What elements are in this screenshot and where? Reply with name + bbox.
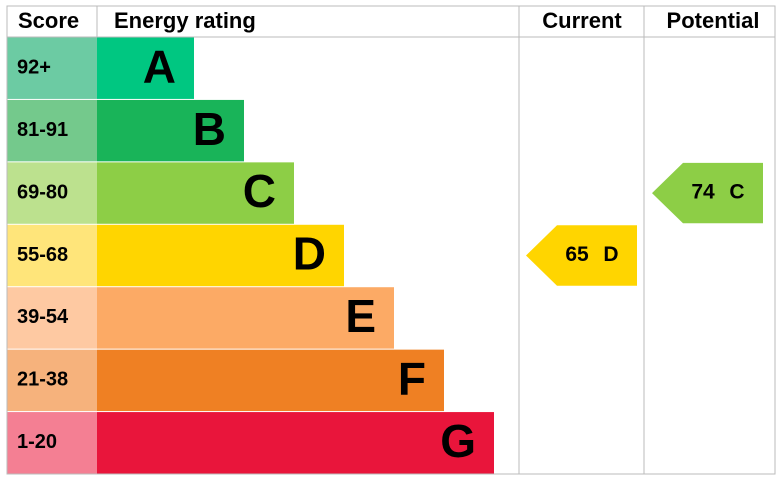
rating-bar [97, 99, 244, 162]
rating-letter: B [193, 103, 226, 155]
score-label: 39-54 [17, 306, 69, 328]
score-label: 55-68 [17, 244, 68, 266]
rating-bar [97, 412, 494, 474]
score-cell [7, 162, 97, 224]
current-value: 65 [565, 243, 589, 266]
score-cell [7, 287, 97, 349]
rating-letter: A [143, 40, 176, 92]
rating-bar [97, 224, 344, 287]
score-label: 69-80 [17, 181, 68, 203]
potential-arrow [652, 162, 763, 224]
rating-bar [97, 349, 444, 412]
current-arrow [526, 225, 637, 286]
rating-letter: C [243, 165, 276, 217]
rating-letter: E [345, 290, 376, 342]
current-letter: D [603, 243, 618, 266]
rating-bar [97, 37, 194, 99]
potential-letter: C [729, 181, 744, 204]
rating-bar [97, 287, 394, 349]
header-score: Score [18, 8, 79, 33]
score-cell [7, 349, 97, 412]
score-cell [7, 37, 97, 99]
score-label: 92+ [17, 56, 51, 78]
score-label: 1-20 [17, 431, 57, 453]
score-cell [7, 412, 97, 474]
rating-letter: G [440, 415, 476, 467]
rating-letter: F [398, 353, 426, 405]
score-label: 81-91 [17, 119, 68, 141]
potential-value: 74 [691, 181, 715, 204]
rating-bar [97, 162, 294, 224]
rating-letter: D [293, 228, 326, 280]
header-rating: Energy rating [114, 8, 256, 33]
score-cell [7, 99, 97, 162]
header-current: Current [542, 8, 622, 33]
header-potential: Potential [667, 8, 760, 33]
score-label: 21-38 [17, 369, 68, 391]
score-cell [7, 224, 97, 287]
